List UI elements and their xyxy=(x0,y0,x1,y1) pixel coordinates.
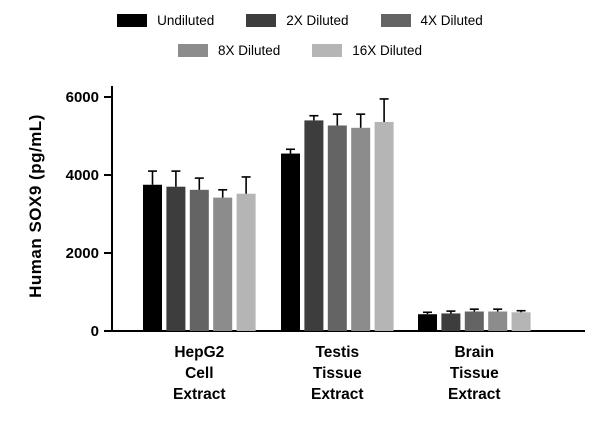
legend-label: Undiluted xyxy=(157,13,215,28)
legend-item: 8X Diluted xyxy=(177,43,281,58)
y-tick-label: 0 xyxy=(91,323,99,340)
y-tick-label: 2000 xyxy=(66,245,99,262)
x-category-label: Testis xyxy=(315,344,359,361)
legend-label: 8X Diluted xyxy=(217,43,281,58)
legend-item: 2X Diluted xyxy=(246,13,349,28)
legend: Undiluted 2X Diluted 4X Diluted 8X Diluted 1… xyxy=(0,13,600,73)
legend-swatch xyxy=(380,14,411,27)
x-category-label: Tissue xyxy=(313,365,362,382)
x-category-label: Cell xyxy=(185,365,213,382)
legend-swatch xyxy=(246,14,277,27)
legend-label: 16X Diluted xyxy=(352,43,423,58)
legend-item: 4X Diluted xyxy=(380,13,483,28)
legend-swatch xyxy=(312,44,343,57)
x-category-label: Extract xyxy=(173,386,226,403)
bar xyxy=(441,313,461,331)
x-category-label: Brain xyxy=(454,344,494,361)
legend-label: 2X Diluted xyxy=(286,13,349,28)
bar xyxy=(374,121,394,332)
y-tick-label: 4000 xyxy=(66,167,99,184)
legend-swatch xyxy=(117,14,148,27)
bar xyxy=(351,127,371,331)
legend-item: 16X Diluted xyxy=(312,43,422,58)
bar xyxy=(304,120,324,332)
legend-row: Undiluted 2X Diluted 4X Diluted xyxy=(0,13,600,28)
x-category-label: Tissue xyxy=(450,365,499,382)
legend-label: 4X Diluted xyxy=(420,13,483,28)
bar xyxy=(464,311,484,331)
bar xyxy=(143,184,162,331)
x-category-label: HepG2 xyxy=(174,344,224,361)
bar xyxy=(189,189,209,331)
x-category-label: Extract xyxy=(311,386,364,403)
bar xyxy=(488,311,508,331)
bar xyxy=(418,314,437,331)
legend-item: Undiluted xyxy=(117,13,214,28)
bar xyxy=(281,153,300,331)
bar xyxy=(511,312,531,331)
bar xyxy=(166,186,186,331)
y-axis-title: Human SOX9 (pg/mL) xyxy=(26,114,45,298)
legend-swatch xyxy=(177,44,208,57)
y-tick-label: 6000 xyxy=(66,89,99,106)
legend-row: 8X Diluted 16X Diluted xyxy=(0,43,600,58)
x-category-label: Extract xyxy=(448,386,501,403)
bar xyxy=(236,193,256,331)
bar xyxy=(213,197,233,331)
bar xyxy=(327,125,347,331)
